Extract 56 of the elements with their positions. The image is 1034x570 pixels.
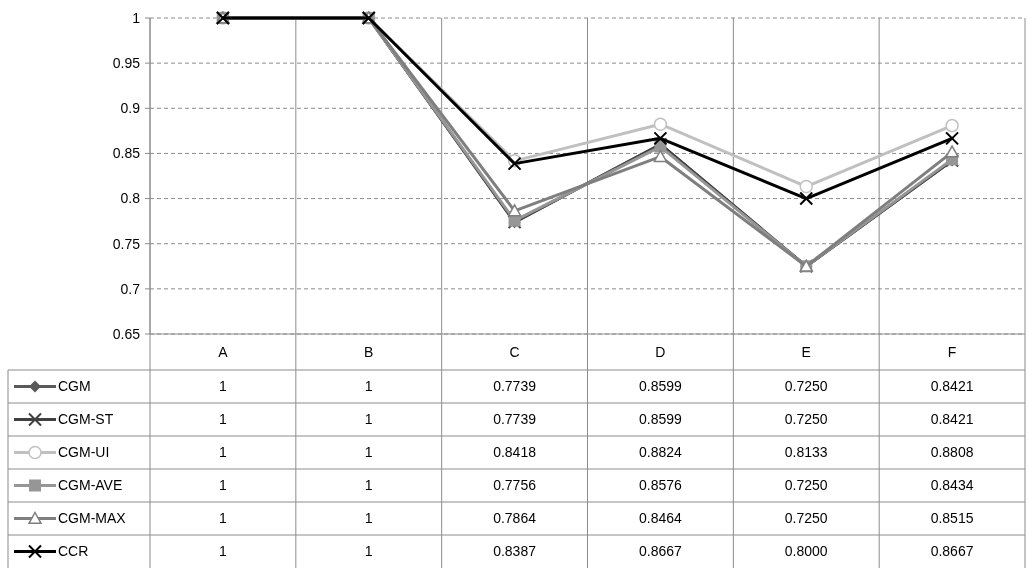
y-tick-label: 0.65 — [112, 325, 141, 342]
y-tick-label: 0.75 — [112, 235, 141, 252]
y-tick-label: 0.9 — [120, 100, 141, 117]
data-label: 0.8599 — [639, 378, 683, 395]
y-tick-label: 0.7 — [120, 280, 141, 297]
legend-label: CCR — [58, 543, 89, 560]
data-label: 0.8667 — [639, 543, 683, 560]
legend-label: CGM-MAX — [58, 510, 127, 527]
data-label: 0.8824 — [639, 444, 683, 461]
data-label: 0.8000 — [784, 543, 828, 560]
data-label: 0.8599 — [639, 411, 683, 428]
data-label: 0.8434 — [930, 477, 974, 494]
data-label: 0.8387 — [493, 543, 537, 560]
data-label: 0.8667 — [930, 543, 974, 560]
legend-label: CGM-ST — [58, 411, 114, 428]
data-label: 0.8421 — [930, 411, 974, 428]
data-label: 0.7739 — [493, 378, 537, 395]
y-tick-label: 0.8 — [120, 190, 141, 207]
data-label: 0.7250 — [784, 411, 828, 428]
data-label: 1 — [219, 411, 228, 428]
data-label: 1 — [364, 510, 373, 527]
x-tick-label: E — [801, 343, 811, 360]
data-label: 1 — [219, 543, 228, 560]
data-label: 1 — [364, 444, 373, 461]
x-tick-label: C — [509, 343, 520, 360]
data-label: 0.8808 — [930, 444, 974, 461]
data-label: 0.8133 — [784, 444, 828, 461]
x-tick-label: A — [218, 343, 229, 360]
legend-label: CGM-AVE — [58, 477, 123, 494]
data-label: 1 — [219, 510, 228, 527]
x-tick-label: D — [655, 343, 666, 360]
data-label: 0.7250 — [784, 510, 828, 527]
data-label: 1 — [219, 444, 228, 461]
data-label: 0.7250 — [784, 378, 828, 395]
data-label: 1 — [364, 411, 373, 428]
x-tick-label: F — [947, 343, 957, 360]
data-label: 0.7739 — [493, 411, 537, 428]
data-label: 0.8421 — [930, 378, 974, 395]
legend-label: CGM — [58, 378, 91, 395]
y-tick-label: 0.95 — [112, 55, 141, 72]
data-label: 0.8418 — [493, 444, 537, 461]
data-label: 0.7864 — [493, 510, 537, 527]
data-label: 1 — [364, 543, 373, 560]
data-label: 0.7756 — [493, 477, 537, 494]
x-tick-label: B — [364, 343, 374, 360]
data-label: 1 — [219, 477, 228, 494]
legend-label: CGM-UI — [58, 444, 110, 461]
data-label: 1 — [364, 477, 373, 494]
y-tick-label: 0.85 — [112, 145, 141, 162]
y-tick-label: 1 — [132, 9, 141, 26]
data-label: 0.7250 — [784, 477, 828, 494]
data-label: 0.8515 — [930, 510, 974, 527]
data-label: 1 — [364, 378, 373, 395]
data-label: 0.8464 — [639, 510, 683, 527]
data-label: 0.8576 — [639, 477, 683, 494]
data-label: 1 — [219, 378, 228, 395]
